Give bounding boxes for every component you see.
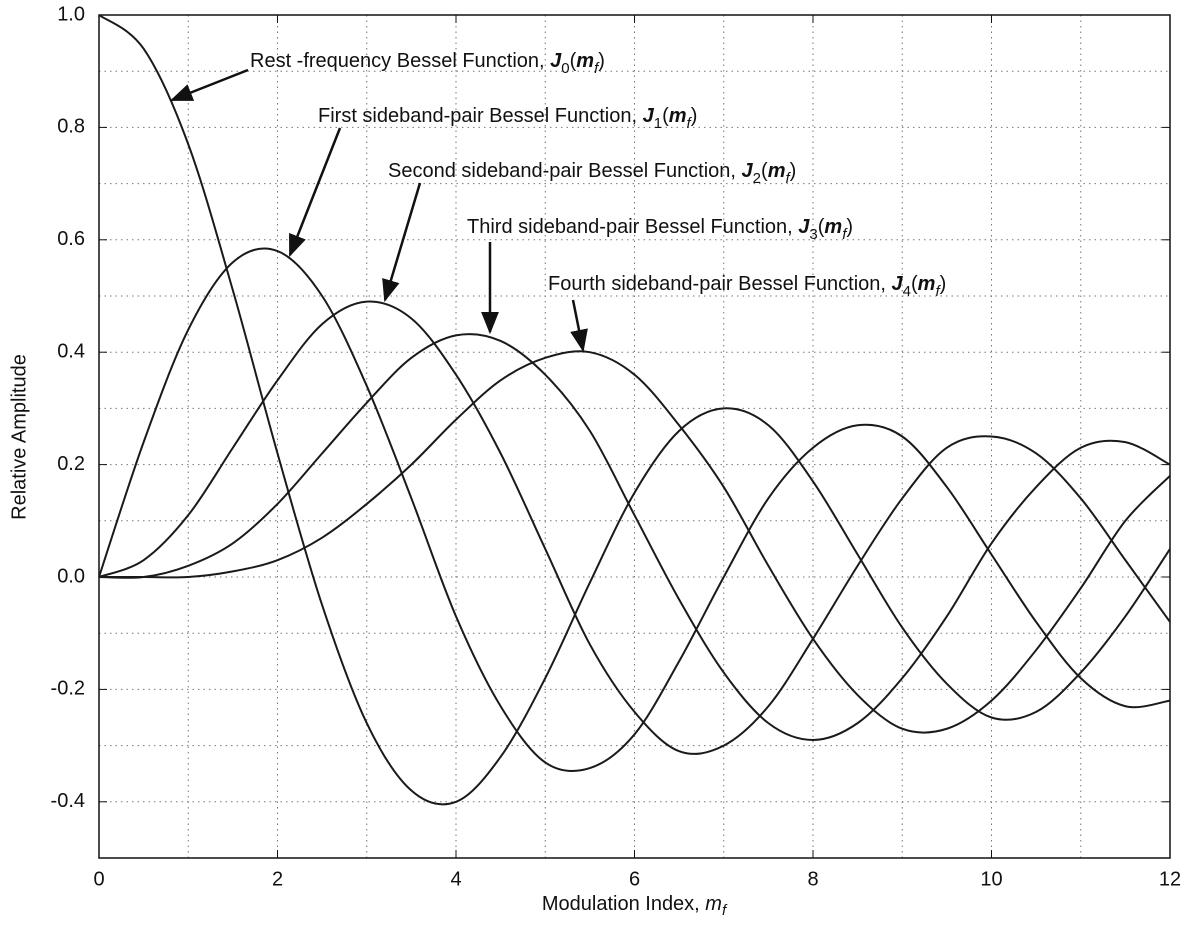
annotation: First sideband-pair Bessel Function, J1(… <box>318 105 697 132</box>
x-tick-label: 10 <box>980 868 1002 890</box>
annotation-symbol: J <box>643 105 655 127</box>
annotation-text: ) <box>598 50 605 72</box>
annotation-symbol: m <box>669 105 687 127</box>
annotation-symbol: m <box>768 160 786 182</box>
x-tick-label: 8 <box>807 868 818 890</box>
annotation-subscript: 0 <box>561 60 569 77</box>
x-axis-label: Modulation Index, mf <box>542 893 728 919</box>
series-line <box>98 14 1171 806</box>
annotation-text: Fourth sideband-pair Bessel Function, <box>548 273 892 295</box>
x-tick-label: 6 <box>629 868 640 890</box>
annotation-text: Rest -frequency Bessel Function, <box>250 50 550 72</box>
plot-frame <box>98 14 1171 859</box>
annotation-symbol: J <box>892 273 904 295</box>
annotation-text: ) <box>691 105 698 127</box>
x-tick-label: 0 <box>93 868 104 890</box>
annotation-text: ( <box>911 273 918 295</box>
annotation-text: ) <box>790 160 797 182</box>
annotation: Second sideband-pair Bessel Function, J2… <box>388 160 796 187</box>
annotation-text: ( <box>818 216 825 238</box>
annotation-symbol: J <box>798 216 810 238</box>
series-line <box>98 247 1171 773</box>
annotation-subscript: 2 <box>753 170 761 187</box>
annotation-arrow <box>288 127 342 258</box>
annotation-symbol: J <box>742 160 754 182</box>
annotation-subscript: f <box>687 115 693 132</box>
annotation-text: ) <box>846 216 853 238</box>
x-tick-label: 4 <box>450 868 461 890</box>
annotation: Third sideband-pair Bessel Function, J3(… <box>467 216 853 243</box>
annotation-text: ) <box>940 273 947 295</box>
y-tick-label: 0.2 <box>57 453 85 475</box>
annotation-arrow <box>169 68 249 102</box>
annotation-text: Third sideband-pair Bessel Function, <box>467 216 798 238</box>
annotation: Fourth sideband-pair Bessel Function, J4… <box>548 273 946 300</box>
annotation-arrow <box>570 299 588 353</box>
x-tick-label: 12 <box>1159 868 1181 890</box>
annotation-text: ( <box>570 50 577 72</box>
y-tick-label: 0.6 <box>57 228 85 250</box>
annotation-subscript: 3 <box>809 226 817 243</box>
y-tick-label: 1.0 <box>57 3 85 25</box>
annotation-text: ( <box>662 105 669 127</box>
y-tick-label: 0.4 <box>57 340 85 362</box>
annotation-text: Second sideband-pair Bessel Function, <box>388 160 742 182</box>
series-line <box>98 300 1171 755</box>
y-tick-label: -0.4 <box>51 790 85 812</box>
annotation-subscript: f <box>935 283 941 300</box>
annotation-text: ( <box>761 160 768 182</box>
annotation: Rest -frequency Bessel Function, J0(mf) <box>250 50 605 77</box>
annotation-symbol: J <box>550 50 562 72</box>
annotation-subscript: f <box>785 170 791 187</box>
annotation-symbol: m <box>824 216 842 238</box>
annotation-arrow <box>382 182 422 303</box>
annotation-subscript: f <box>842 226 848 243</box>
y-tick-label: 0.0 <box>57 565 85 587</box>
y-tick-label: -0.2 <box>51 678 85 700</box>
series-line <box>99 350 1171 734</box>
annotation-symbol: m <box>576 50 594 72</box>
annotation-text: First sideband-pair Bessel Function, <box>318 105 643 127</box>
annotation-subscript: f <box>594 60 600 77</box>
y-axis-label: Relative Amplitude <box>8 354 30 520</box>
annotation-subscript: 4 <box>903 283 911 300</box>
series-line <box>98 333 1171 741</box>
annotation-subscript: 1 <box>654 115 662 132</box>
annotation-symbol: m <box>918 273 936 295</box>
x-tick-label: 2 <box>272 868 283 890</box>
y-tick-label: 0.8 <box>57 116 85 138</box>
